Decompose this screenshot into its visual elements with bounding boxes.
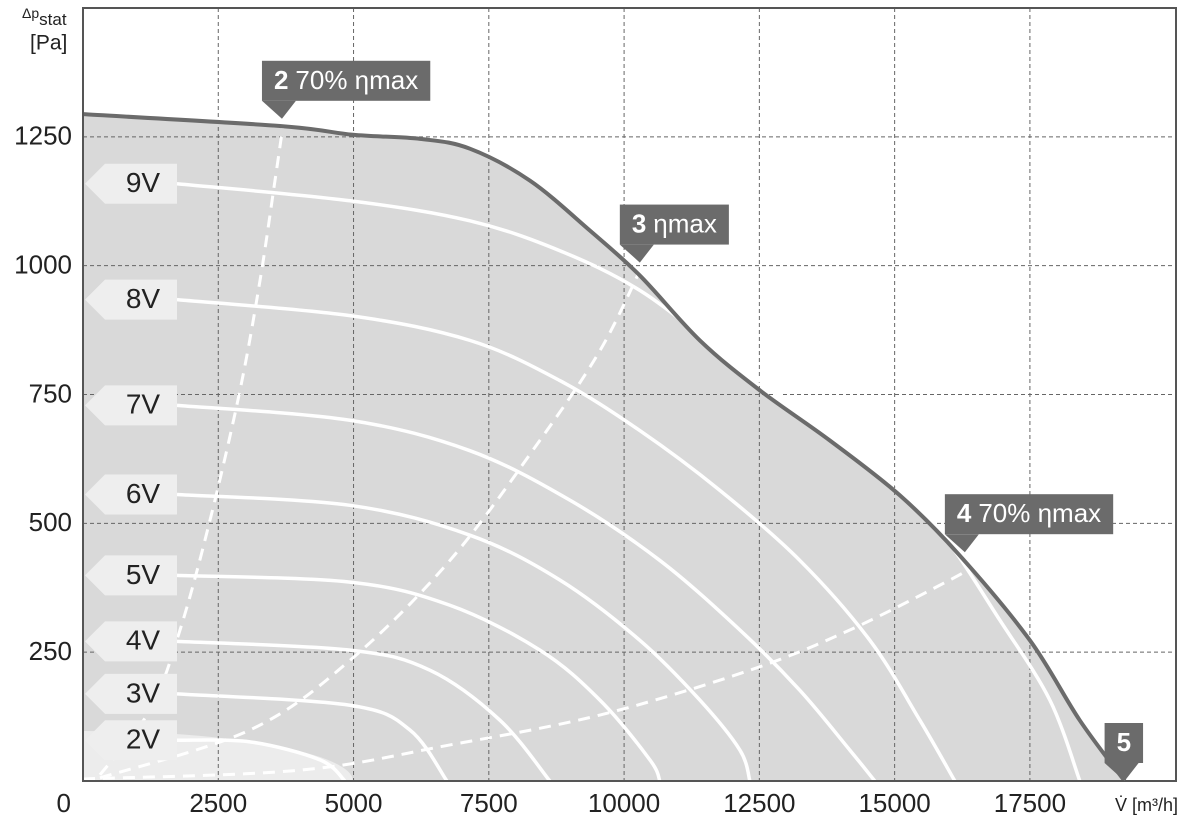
x-label: V̇ [m³/h] [1115, 795, 1178, 815]
annotation-pointer [261, 100, 296, 119]
annotation: 4 70% ηmax [944, 494, 1114, 553]
voltage-curve [176, 639, 552, 781]
series-label-box [85, 385, 177, 426]
annotation-pointer [944, 534, 979, 553]
annotation: 3 ηmax [619, 204, 729, 263]
series-label: 4V [126, 625, 161, 656]
annotation-pointer [619, 244, 654, 263]
voltage-curve [176, 492, 752, 781]
y-tick-label: 1000 [14, 250, 72, 280]
plot-frame [82, 7, 1177, 782]
annotation-label: 4 70% ηmax [957, 498, 1101, 528]
voltage-curve [176, 403, 877, 781]
voltage-curve [176, 297, 957, 781]
series-label: 3V [126, 677, 161, 708]
y-label-symbol: Δp [22, 5, 39, 21]
annotation: 2 70% ηmax [261, 60, 431, 119]
series-label: 2V [126, 724, 161, 755]
y-tick-label: 500 [29, 507, 72, 537]
series-label: 9V [126, 167, 161, 198]
series-label: 7V [126, 389, 161, 420]
efficiency-line [99, 270, 642, 780]
annotation-number: 2 [274, 65, 288, 95]
series-label-box [85, 621, 177, 662]
annotation-box [1104, 723, 1144, 763]
annotation-number: 3 [632, 208, 646, 238]
series-label-box [85, 720, 177, 761]
voltage-curve [176, 692, 449, 781]
annotation-label: 3 ηmax [632, 208, 717, 238]
x-tick-label: 5000 [325, 788, 383, 818]
annotation-text: 70% ηmax [978, 498, 1101, 528]
annotation-text: 70% ηmax [295, 65, 418, 95]
y-label-unit: [Pa] [30, 32, 67, 55]
envelope-line [83, 112, 1127, 781]
y-tick-label: 250 [29, 636, 72, 666]
voltage-curve [176, 738, 347, 781]
series-label: 5V [126, 559, 161, 590]
efficiency-line [83, 563, 976, 781]
annotation-number: 4 [957, 498, 972, 528]
annotation-pointer [1104, 763, 1139, 781]
series-label: 8V [126, 283, 161, 314]
y-label-subscript: stat [39, 10, 67, 29]
x-tick-label: 0 [57, 788, 71, 818]
y-tick-label: 750 [29, 378, 72, 408]
voltage-curve [176, 573, 662, 781]
x-tick-label: 2500 [189, 788, 247, 818]
efficiency-line [98, 118, 286, 776]
y-tick-label: 1250 [14, 121, 72, 151]
y-label: Δpstat [22, 5, 67, 30]
voltage-curve [176, 181, 1082, 781]
series-label-box [85, 474, 177, 515]
x-tick-label: 12500 [723, 788, 795, 818]
x-tick-label: 10000 [588, 788, 660, 818]
x-tick-label: 15000 [858, 788, 930, 818]
annotation-number: 5 [1117, 727, 1131, 757]
annotation-label: 2 70% ηmax [274, 65, 418, 95]
annotation-label: 5 [1117, 727, 1131, 757]
series-label-box [85, 673, 177, 714]
plot [83, 8, 1176, 781]
annotation-box [944, 494, 1114, 535]
annotation-box [261, 60, 431, 101]
x-tick-label: 7500 [460, 788, 518, 818]
annotation-box [619, 204, 729, 245]
annotation-text: ηmax [653, 208, 717, 238]
annotation: 5 [1104, 723, 1144, 781]
x-tick-label: 17500 [994, 788, 1066, 818]
envelope-area [83, 114, 1125, 781]
series-label-box [85, 279, 177, 320]
series-label: 6V [126, 478, 161, 509]
series-label-box [85, 555, 177, 596]
series-label-box [85, 163, 177, 204]
